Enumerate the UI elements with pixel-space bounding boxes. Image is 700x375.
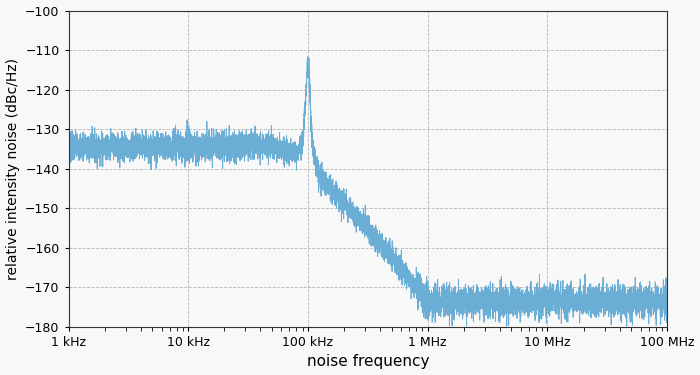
Y-axis label: relative intensity noise (dBc/Hz): relative intensity noise (dBc/Hz) — [6, 58, 20, 280]
X-axis label: noise frequency: noise frequency — [307, 354, 429, 369]
